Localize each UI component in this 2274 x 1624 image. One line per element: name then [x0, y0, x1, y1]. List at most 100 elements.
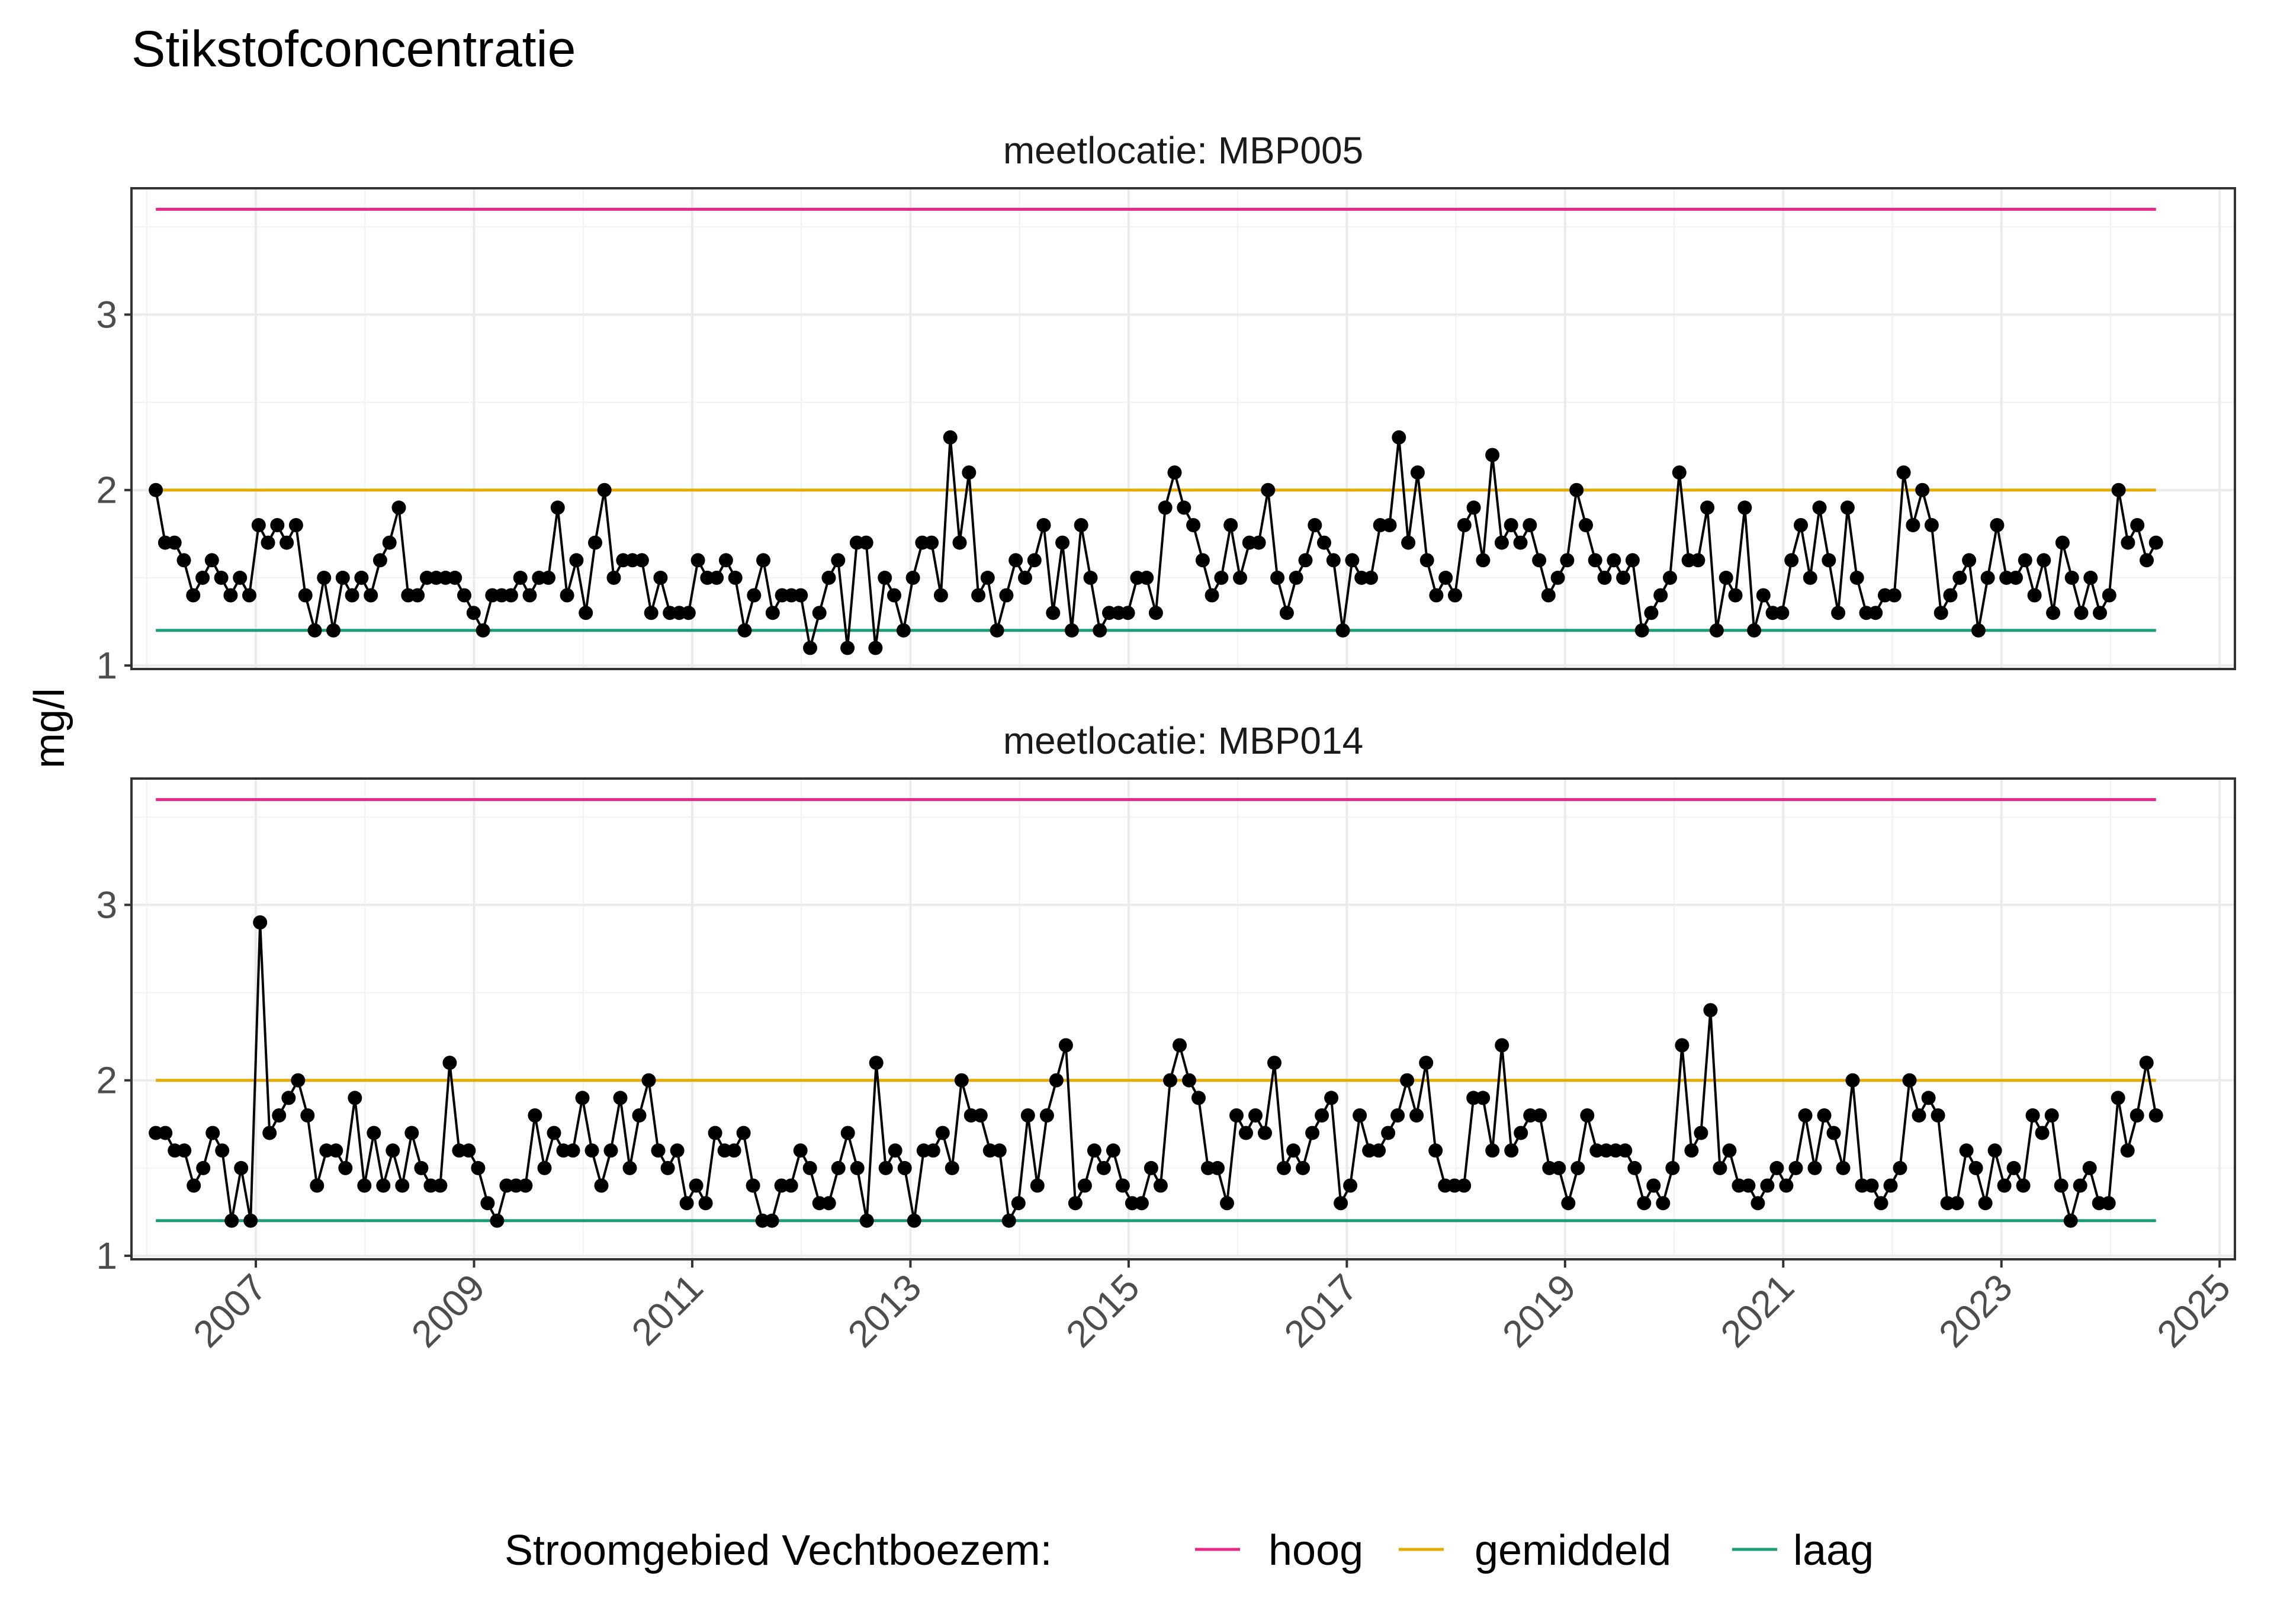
data-point	[270, 518, 285, 532]
data-point	[926, 1143, 940, 1158]
data-point	[2073, 1178, 2087, 1193]
data-point	[1258, 1125, 1272, 1140]
data-point	[1305, 1125, 1320, 1140]
data-point	[681, 606, 696, 620]
data-point	[990, 623, 1004, 638]
legend-label: hoog	[1268, 1527, 1363, 1574]
data-point	[840, 1125, 855, 1140]
data-point	[466, 606, 481, 620]
y-tick-label: 3	[96, 293, 117, 336]
data-point	[622, 1160, 637, 1175]
data-point	[634, 553, 649, 568]
data-point	[1364, 570, 1378, 585]
data-point	[2055, 535, 2070, 550]
data-point	[2006, 1160, 2021, 1175]
data-point	[603, 1143, 618, 1158]
data-point	[973, 1108, 988, 1123]
data-point	[310, 1178, 325, 1193]
data-point	[1769, 1160, 1784, 1175]
data-point	[644, 606, 659, 620]
data-point	[1018, 570, 1032, 585]
data-point	[1186, 518, 1201, 532]
data-point	[372, 553, 387, 568]
data-point	[1476, 1091, 1491, 1105]
data-point	[291, 1073, 306, 1088]
data-point	[679, 1196, 694, 1211]
data-point	[214, 570, 229, 585]
data-point	[606, 570, 621, 585]
data-point	[476, 623, 490, 638]
data-point	[187, 1178, 201, 1193]
data-point	[1298, 553, 1313, 568]
data-point	[307, 623, 322, 638]
data-point	[718, 553, 733, 568]
data-point	[391, 500, 406, 515]
data-point	[1058, 1038, 1073, 1053]
data-point	[859, 1213, 874, 1228]
data-point	[1419, 553, 1434, 568]
data-point	[1807, 1160, 1822, 1175]
data-point	[935, 1125, 950, 1140]
data-point	[1317, 535, 1331, 550]
data-point	[1167, 465, 1182, 480]
data-point	[1410, 465, 1425, 480]
data-point	[1798, 1108, 1813, 1123]
data-point	[223, 588, 238, 603]
data-point	[367, 1125, 381, 1140]
data-point	[869, 1056, 884, 1070]
data-point	[404, 1125, 419, 1140]
legend-label: gemiddeld	[1475, 1527, 1671, 1574]
data-point	[448, 570, 462, 585]
data-point	[1495, 1038, 1509, 1053]
data-point	[364, 588, 378, 603]
data-point	[1382, 518, 1397, 532]
data-point	[2139, 1056, 2154, 1070]
data-point	[1381, 1125, 1396, 1140]
data-point	[1390, 1108, 1405, 1123]
x-tick-label: 2015	[1058, 1266, 1148, 1356]
data-point	[2046, 606, 2061, 620]
data-point	[281, 1091, 296, 1105]
legend-title: Stroomgebied Vechtboezem:	[505, 1527, 1052, 1574]
x-tick-label: 2011	[624, 1266, 711, 1353]
data-point	[1637, 1196, 1652, 1211]
data-point	[2044, 1108, 2059, 1123]
data-point	[1173, 1038, 1187, 1053]
data-point	[1523, 518, 1537, 532]
data-point	[1279, 606, 1294, 620]
y-tick-label: 2	[96, 469, 117, 512]
data-point	[1653, 588, 1668, 603]
data-point	[272, 1108, 287, 1123]
data-point	[560, 588, 574, 603]
data-point	[594, 1178, 609, 1193]
data-point	[382, 535, 397, 550]
data-point	[1115, 1178, 1130, 1193]
data-point	[251, 518, 266, 532]
data-point	[1949, 1196, 1964, 1211]
data-point	[1684, 1143, 1699, 1158]
data-point	[1569, 483, 1584, 497]
data-point	[1027, 553, 1042, 568]
data-point	[765, 1213, 779, 1228]
data-point	[329, 1143, 343, 1158]
data-point	[802, 1160, 817, 1175]
data-point	[756, 553, 770, 568]
data-point	[1644, 606, 1659, 620]
data-point	[1868, 606, 1883, 620]
data-point	[1087, 1143, 1101, 1158]
data-point	[1775, 606, 1790, 620]
data-point	[1741, 1178, 1756, 1193]
data-point	[386, 1143, 400, 1158]
data-point	[2148, 535, 2163, 550]
data-point	[338, 1160, 353, 1175]
data-point	[794, 588, 808, 603]
data-point	[1840, 500, 1855, 515]
data-point	[653, 570, 668, 585]
data-point	[1747, 623, 1762, 638]
data-point	[1737, 500, 1752, 515]
data-point	[288, 518, 303, 532]
data-point	[2111, 1091, 2125, 1105]
data-point	[224, 1213, 239, 1228]
data-point	[1812, 500, 1827, 515]
data-point	[2120, 1143, 2135, 1158]
